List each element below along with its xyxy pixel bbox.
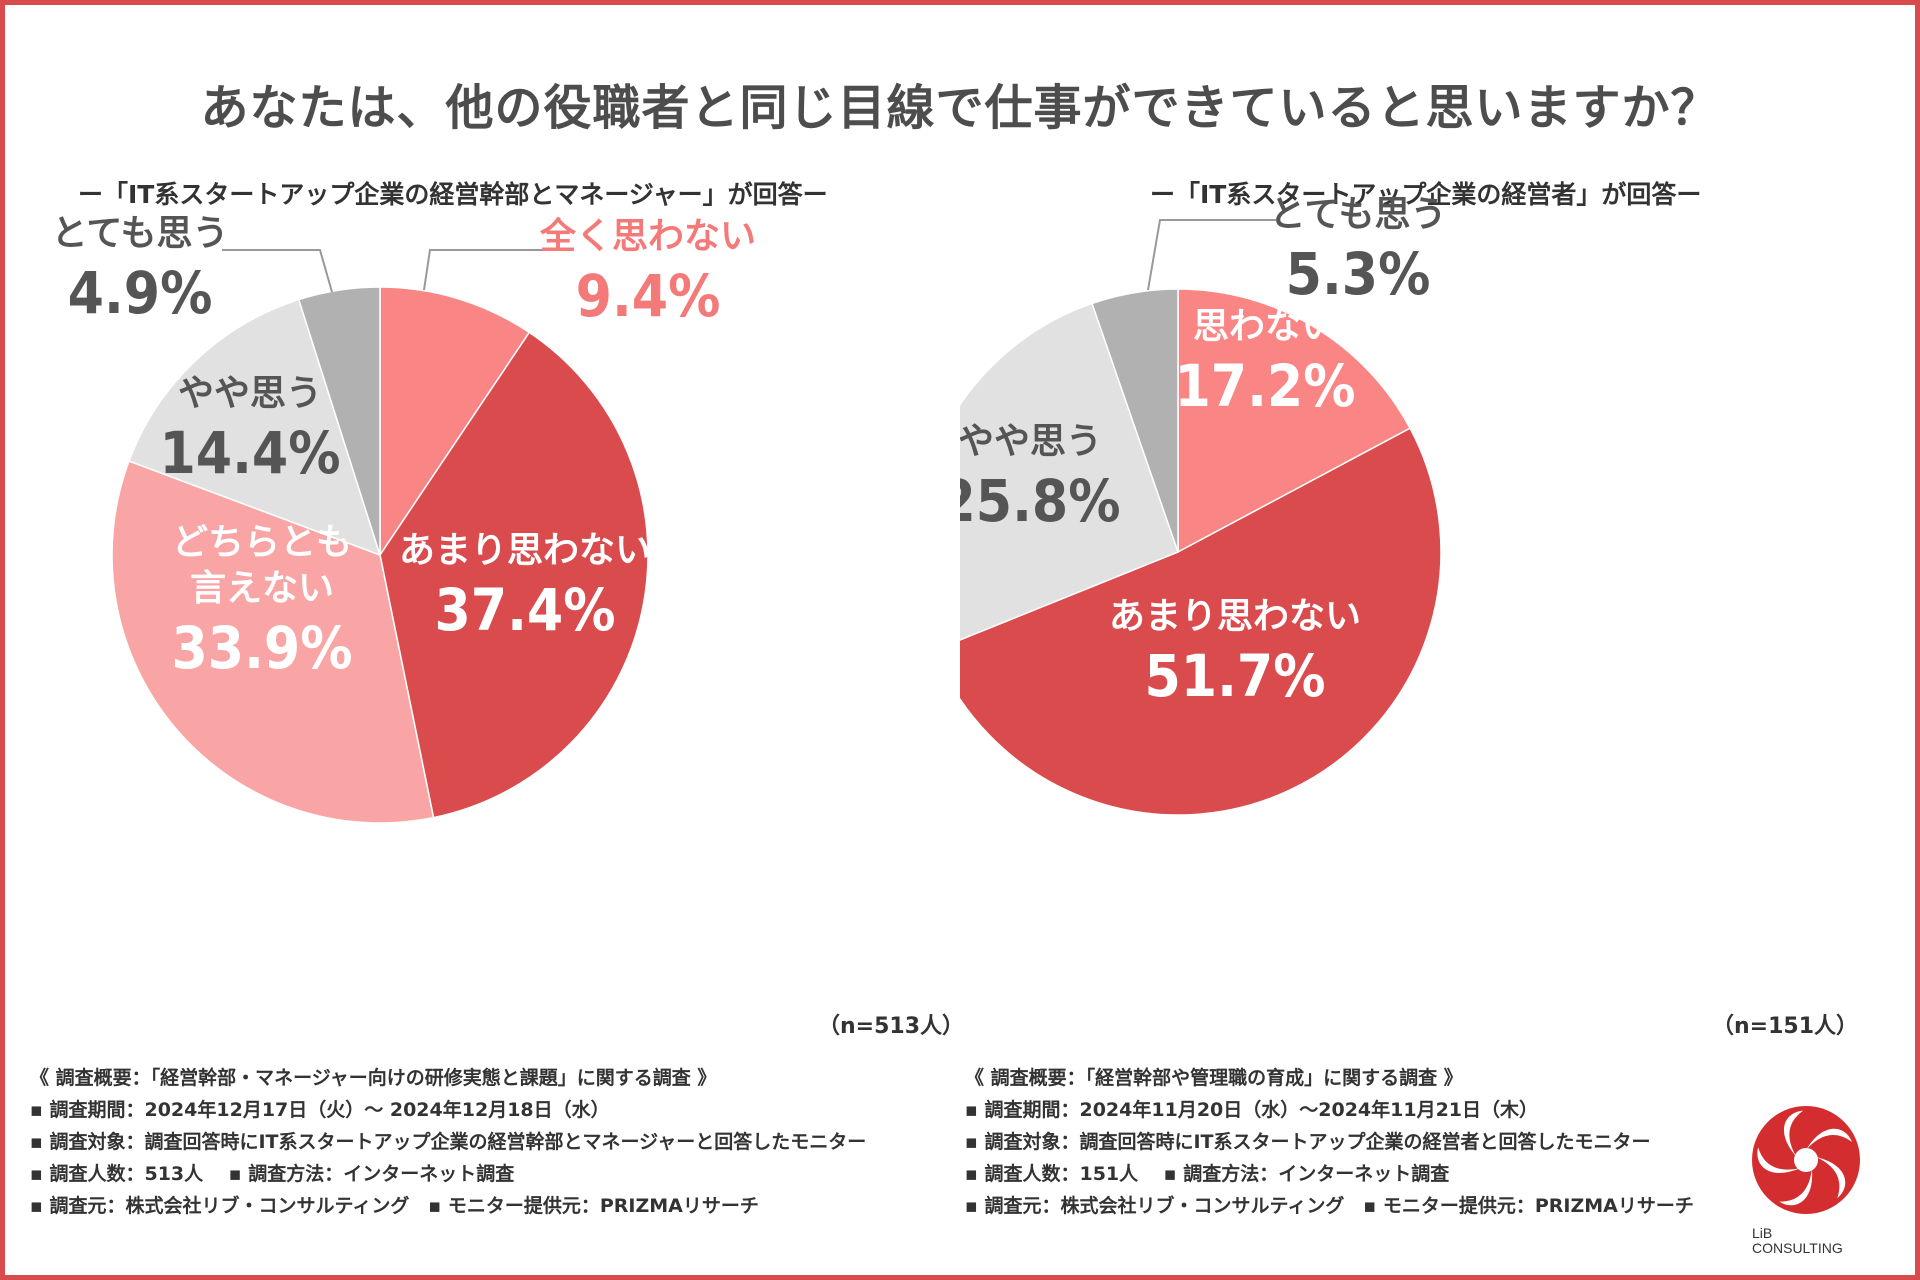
survey-line: ▪ 調査対象：調査回答時にIT系スタートアップ企業の経営者と回答したモニター xyxy=(965,1131,1651,1153)
slice-label: 全く思わない xyxy=(539,215,756,257)
pie-slice xyxy=(1091,288,1179,553)
page-title: あなたは、他の役職者と同じ目線で仕事ができていると思いますか？ xyxy=(200,80,1720,136)
survey-line: ▪ 調査元：株式会社リブ・コンサルティング ▪ モニター提供元：PRIZMAリサ… xyxy=(965,1195,1694,1217)
slice-percent: 9.4% xyxy=(576,262,721,330)
slice-percent: 51.7% xyxy=(1144,642,1325,710)
pie-slice xyxy=(379,331,649,819)
slice-label: 思わない xyxy=(1193,306,1337,347)
pie-slice xyxy=(297,286,381,556)
survey-line: ▪ 調査対象：調査回答時にIT系スタートアップ企業の経営幹部とマネージャーと回答… xyxy=(30,1131,867,1153)
slice-label: 言えない xyxy=(190,568,334,609)
logo-wordmark: LiB CONSULTING xyxy=(1752,1226,1843,1256)
slice-label: あまり思わない xyxy=(1109,596,1361,637)
survey-line: ▪ 調査人数：151人 ▪ 調査方法：インターネット調査 xyxy=(965,1163,1450,1185)
logo-line1: LiB xyxy=(1752,1225,1773,1241)
slice-label: とても思う xyxy=(51,213,228,254)
slice-label: あまり思わない xyxy=(399,530,651,571)
left-sample-size: （n=513人） xyxy=(818,1014,965,1039)
slice-percent: 25.8% xyxy=(960,467,1121,535)
survey-line: ▪ 調査期間：2024年12月17日（火）～ 2024年12月18日（水） xyxy=(30,1099,610,1121)
slice-percent: 37.4% xyxy=(434,576,615,644)
right-survey-overview: 《 調査概要：「経営幹部や管理職の育成」に関する調査 》 ▪ 調査期間：2024… xyxy=(965,1062,1694,1222)
survey-line: ▪ 調査人数：513人 ▪ 調査方法：インターネット調査 xyxy=(30,1163,515,1185)
slice-percent: 4.9% xyxy=(68,259,213,327)
left-survey-overview: 《 調査概要：「経営幹部・マネージャー向けの研修実態と課題」に関する調査 》 ▪… xyxy=(30,1062,866,1222)
slice-label: やや思う xyxy=(178,373,322,414)
pie-slice xyxy=(379,286,531,558)
survey-line: 《 調査概要：「経営幹部や管理職の育成」に関する調査 》 xyxy=(965,1067,1463,1089)
survey-line: ▪ 調査元：株式会社リブ・コンサルティング ▪ モニター提供元：PRIZMAリサ… xyxy=(30,1195,759,1217)
pie-slice xyxy=(960,427,1442,816)
slice-label: 全く xyxy=(1228,259,1301,301)
slice-label: どちらとも xyxy=(172,522,352,563)
pie-slice xyxy=(960,302,1179,641)
slice-percent: 17.2% xyxy=(1174,352,1355,420)
leader-line xyxy=(423,249,545,291)
pie-slice xyxy=(128,298,382,557)
survey-line: ▪ 調査期間：2024年11月20日（水）～2024年11月21日（木） xyxy=(965,1099,1539,1121)
leader-line xyxy=(1147,219,1278,291)
right-sample-size: （n=151人） xyxy=(1712,1014,1859,1039)
slice-percent: 14.4% xyxy=(159,419,340,487)
leader-line xyxy=(222,249,333,293)
right-chart-subtitle: ー「IT系スタートアップ企業の経営者」が回答ー xyxy=(1150,180,1702,209)
pie-slice xyxy=(111,460,435,824)
slice-label: やや思う xyxy=(960,421,1102,462)
survey-line: 《 調査概要：「経営幹部・マネージャー向けの研修実態と課題」に関する調査 》 xyxy=(30,1067,717,1089)
pie-slice xyxy=(1177,288,1412,554)
logo-line2: CONSULTING xyxy=(1752,1240,1843,1256)
slice-label: とても思う xyxy=(1269,194,1446,235)
right-pie-chart: 全く思わない 17.2% あまり思わない 51.7% やや思う 25.8% とても思う 5.3… xyxy=(960,194,1447,816)
slice-percent: 5.3% xyxy=(1286,240,1431,308)
lib-consulting-swirl-logo-icon xyxy=(1752,1106,1860,1214)
slice-percent: 33.9% xyxy=(171,614,352,682)
left-chart-subtitle: ー「IT系スタートアップ企業の経営幹部とマネージャー」が回答ー xyxy=(78,180,828,209)
